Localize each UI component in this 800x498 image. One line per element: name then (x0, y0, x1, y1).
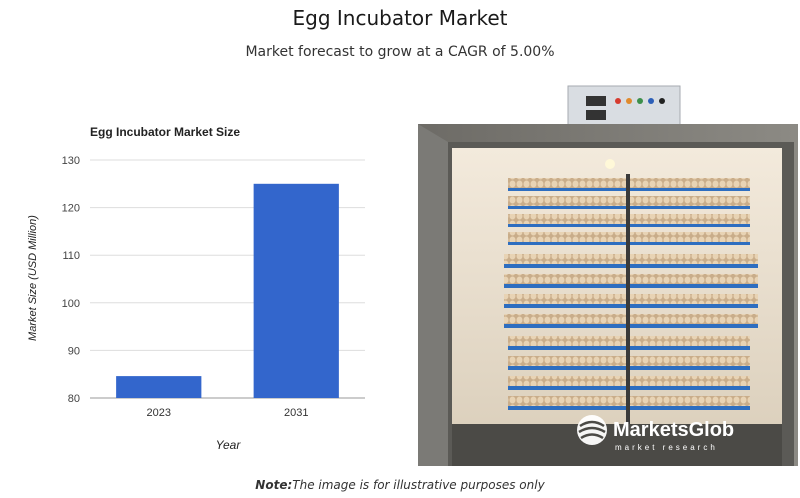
y-tick-label: 90 (68, 345, 80, 357)
svg-text:MarketsGlob: MarketsGlob (613, 419, 734, 441)
svg-text:market research: market research (615, 443, 718, 452)
page-title: Egg Incubator Market (292, 6, 508, 30)
y-tick-label: 80 (68, 393, 80, 405)
x-tick-labels: 2023 2031 (147, 407, 309, 419)
y-tick-label: 120 (62, 203, 80, 215)
y-tick-label: 100 (62, 298, 80, 310)
x-tick-label: 2023 (147, 407, 171, 419)
bar-2031 (253, 183, 339, 398)
egg-trays (504, 174, 758, 424)
y-tick-labels: 80 90 100 110 120 130 (62, 155, 80, 405)
x-tick-label: 2031 (284, 407, 308, 419)
bar-chart: Egg Incubator Market Size 80 90 100 110 120 1… (27, 125, 365, 452)
y-tick-label: 130 (62, 155, 80, 167)
page-subtitle: Market forecast to grow at a CAGR of 5.0… (245, 44, 555, 60)
y-tick-label: 110 (62, 250, 80, 262)
bar-2023 (116, 376, 202, 398)
marketsglob-logo: MarketsGlob market research (577, 415, 734, 452)
egg-incubator-photo: MarketsGlob market research (418, 84, 798, 466)
footnote: Note:The image is for illustrative purpo… (0, 478, 800, 492)
note-label: Note: (255, 478, 293, 492)
y-axis-label: Market Size (USD Million) (27, 215, 39, 341)
x-axis-label: Year (216, 438, 242, 452)
chart-title: Egg Incubator Market Size (90, 125, 240, 139)
bars (116, 183, 339, 398)
note-text: The image is for illustrative purposes o… (292, 478, 545, 492)
